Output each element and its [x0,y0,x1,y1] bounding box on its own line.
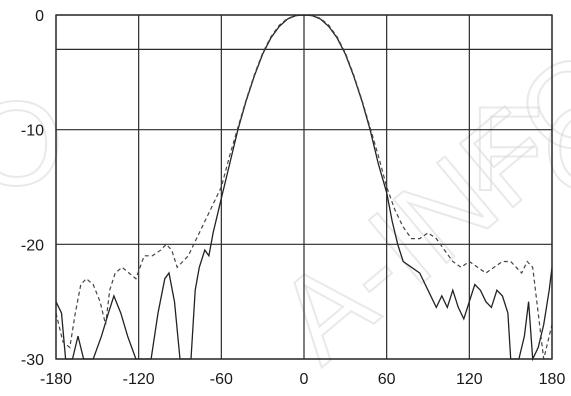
x-tick-label: 0 [300,371,309,388]
x-tick-label: -60 [210,371,233,388]
y-tick-label: -30 [21,352,44,369]
y-tick-label: 0 [35,8,44,25]
x-tick-label: -120 [123,371,155,388]
y-axis-tick-labels: 0 -10 -20 -30 [21,8,44,369]
x-tick-label: 180 [539,371,566,388]
plot-frame [55,14,553,360]
watermark-text-right: FO [470,82,571,216]
x-tick-label: 60 [378,371,396,388]
watermark: O A-INFO FO [0,23,571,389]
x-tick-label: 120 [456,371,483,388]
series-line-dashed [55,14,553,360]
x-tick-label: -180 [40,371,72,388]
y-tick-label: -10 [21,123,44,140]
x-axis-tick-labels: -180 -120 -60 0 60 120 180 [40,371,565,388]
y-tick-label: -20 [21,237,44,254]
watermark-text-left: O [0,77,63,211]
